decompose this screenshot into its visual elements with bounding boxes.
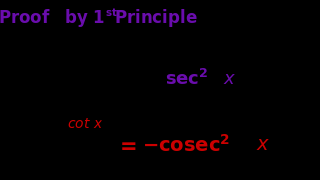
- Text: $\mathit{cot\ x}$: $\mathit{cot\ x}$: [67, 117, 103, 131]
- Text: $\mathit{dx}$: $\mathit{dx}$: [69, 159, 90, 174]
- Text: $\mathbf{Proof\ \ \ by\ 1}$: $\mathbf{Proof\ \ \ by\ 1}$: [0, 7, 105, 29]
- Text: $=$: $=$: [130, 70, 148, 88]
- Text: $\mathit{tan\ x}$: $\mathit{tan\ x}$: [67, 53, 104, 67]
- Text: $\mathit{d}($: $\mathit{d}($: [52, 51, 69, 69]
- Text: $\mathbf{\mathit{x}}$: $\mathbf{\mathit{x}}$: [256, 135, 270, 154]
- Text: $\mathbf{-cosec}^{\mathbf{2}}$: $\mathbf{-cosec}^{\mathbf{2}}$: [142, 134, 230, 156]
- Text: $\mathit{)}$: $\mathit{)}$: [98, 115, 105, 133]
- Text: $\mathit{)}$: $\mathit{)}$: [98, 51, 105, 69]
- Text: $\mathit{x}$: $\mathit{x}$: [223, 70, 236, 88]
- Text: $\mathit{d}($: $\mathit{d}($: [52, 115, 69, 133]
- Text: $\mathbf{st}$: $\mathbf{st}$: [105, 6, 118, 18]
- Text: $\mathbf{Principle}$: $\mathbf{Principle}$: [114, 7, 198, 29]
- Text: $\mathbf{=}$: $\mathbf{=}$: [115, 135, 137, 155]
- Text: $\mathit{dx}$: $\mathit{dx}$: [69, 92, 90, 108]
- Text: $\bf{sec}^{\bf{2}}$: $\bf{sec}^{\bf{2}}$: [165, 69, 209, 89]
